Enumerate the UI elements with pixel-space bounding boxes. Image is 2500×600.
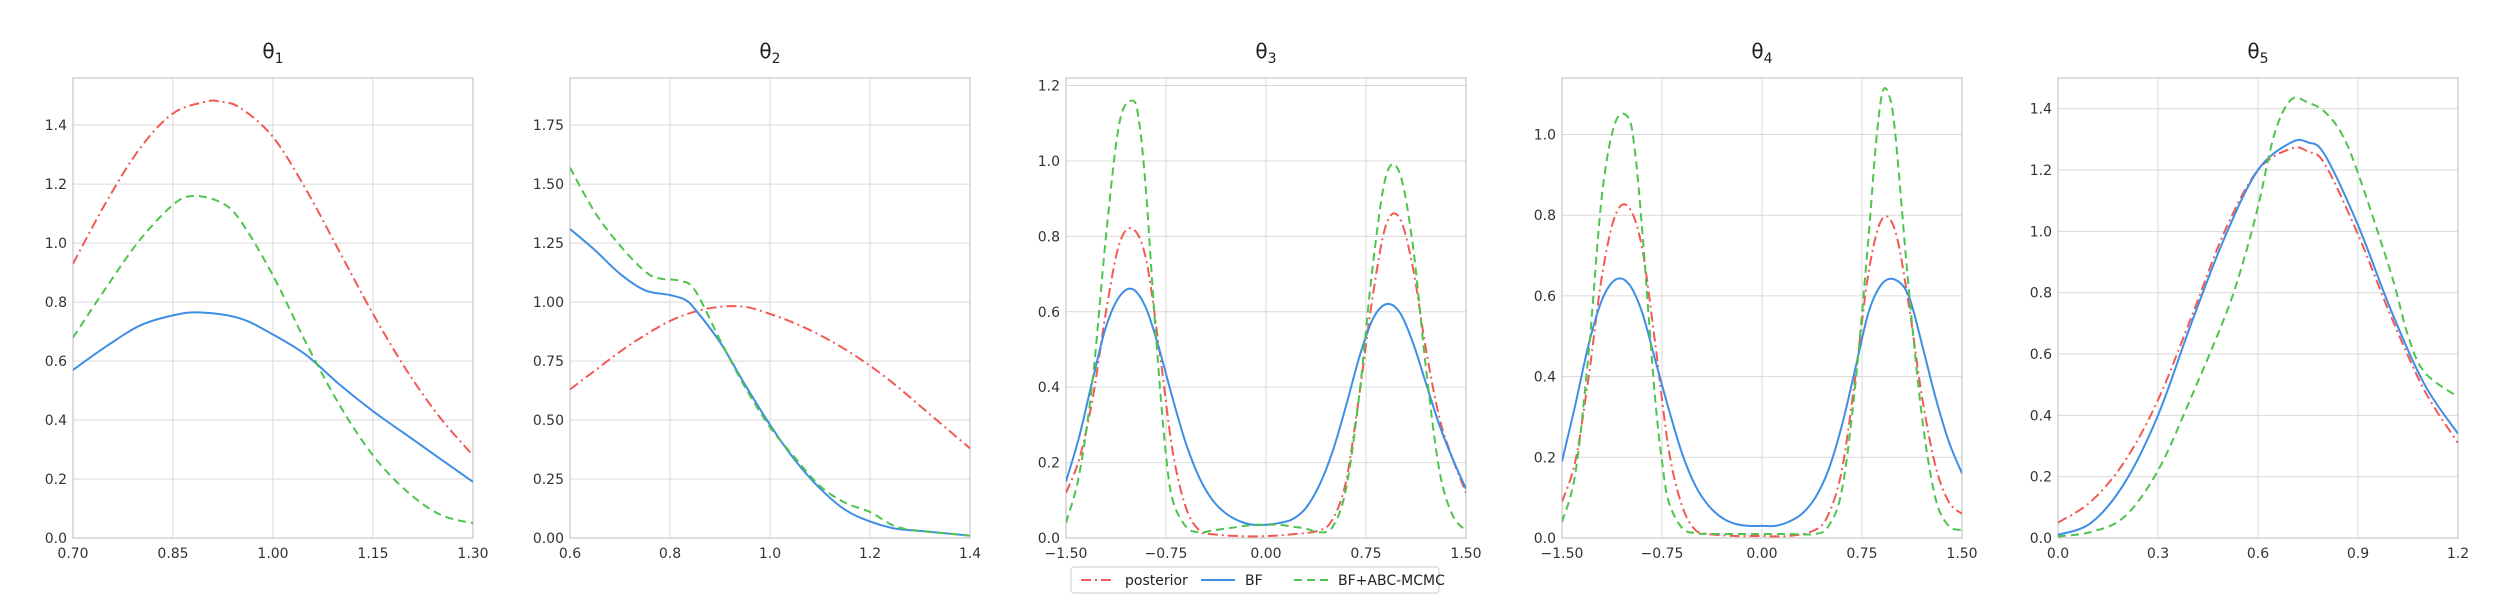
x-tick-label: 0.75 xyxy=(1350,546,1381,562)
series-line-bf xyxy=(1562,277,1962,528)
x-tick-label: 1.15 xyxy=(357,546,388,562)
y-tick-label: 1.0 xyxy=(1534,127,1556,143)
panel-title: θ5 xyxy=(2247,39,2268,67)
y-tick-label: 0.75 xyxy=(533,354,564,370)
y-tick-label: 0.8 xyxy=(1534,208,1556,224)
x-tick-label: −1.50 xyxy=(1045,546,1088,562)
y-tick-label: 0.0 xyxy=(1534,531,1556,547)
series-line-posterior xyxy=(2058,146,2458,524)
x-tick-label: 0.00 xyxy=(1746,546,1777,562)
series-line-bf-abc-mcmc xyxy=(1066,99,1466,534)
y-tick-label: 1.0 xyxy=(1038,154,1060,170)
y-tick-label: 0.4 xyxy=(1038,380,1060,396)
y-tick-label: 1.4 xyxy=(2030,102,2052,118)
y-tick-label: 1.0 xyxy=(2030,224,2052,240)
y-tick-label: 1.75 xyxy=(533,118,564,134)
y-tick-label: 0.0 xyxy=(45,531,67,547)
y-tick-label: 0.50 xyxy=(533,413,564,429)
panel-theta-4: −1.50 −0.75 0.00 0.75 1.50 0.0 0.2 0.4 0.6 0.8 1.0… xyxy=(1534,39,1978,562)
y-tick-label: 0.8 xyxy=(45,295,67,311)
panel-title: θ2 xyxy=(759,39,780,67)
y-tick-label: 0.0 xyxy=(2030,531,2052,547)
x-tick-label: 0.85 xyxy=(157,546,188,562)
x-tick-label: 0.75 xyxy=(1846,546,1877,562)
legend-label: posterior xyxy=(1125,573,1188,589)
series-line-bf xyxy=(73,311,473,483)
plot-frame xyxy=(72,77,474,539)
x-tick-label: 1.0 xyxy=(759,546,781,562)
series-line-bf-abc-mcmc xyxy=(1562,87,1962,536)
y-tick-label: 0.2 xyxy=(1038,456,1060,472)
series-line-bf xyxy=(2058,138,2458,536)
plot-frame xyxy=(1065,77,1467,539)
y-tick-label: 1.00 xyxy=(533,295,564,311)
y-tick-label: 0.4 xyxy=(2030,408,2052,424)
y-tick-label: 0.00 xyxy=(533,531,564,547)
x-tick-label: −0.75 xyxy=(1641,546,1684,562)
y-tick-label: 1.0 xyxy=(45,236,67,252)
x-tick-label: 1.2 xyxy=(2447,546,2469,562)
panel-title: θ3 xyxy=(1255,39,1276,67)
y-tick-label: 0.8 xyxy=(1038,229,1060,245)
y-tick-label: 0.4 xyxy=(1534,370,1556,386)
y-tick-label: 0.0 xyxy=(1038,531,1060,547)
x-tick-label: 1.2 xyxy=(859,546,881,562)
panel-title: θ4 xyxy=(1751,39,1772,67)
y-tick-label: 0.25 xyxy=(533,472,564,488)
panels: 0.70 0.85 1.00 1.15 1.30 0.0 0.2 0.4 0.6 0.8 1.0 1.… xyxy=(45,39,2469,562)
x-tick-label: 1.00 xyxy=(257,546,288,562)
legend-box xyxy=(1070,566,1440,594)
x-tick-label: −0.75 xyxy=(1145,546,1188,562)
x-tick-label: 1.50 xyxy=(1450,546,1481,562)
panel-title: θ1 xyxy=(262,39,283,67)
x-tick-label: 0.8 xyxy=(659,546,681,562)
y-tick-label: 0.8 xyxy=(2030,286,2052,302)
y-tick-label: 0.2 xyxy=(1534,450,1556,466)
y-tick-label: 0.6 xyxy=(1534,289,1556,305)
series-line-bf xyxy=(1066,287,1466,527)
panel-theta-1: 0.70 0.85 1.00 1.15 1.30 0.0 0.2 0.4 0.6 0.8 1.0 1.… xyxy=(45,39,489,562)
x-tick-label: 0.00 xyxy=(1250,546,1281,562)
series-line-posterior xyxy=(1066,212,1466,538)
plot-frame xyxy=(569,77,971,539)
legend: posterior BF BF+ABC-MCMC xyxy=(1070,566,1445,594)
y-tick-label: 1.4 xyxy=(45,118,67,134)
legend-label: BF xyxy=(1245,573,1263,589)
x-tick-label: 0.6 xyxy=(559,546,581,562)
series-line-posterior xyxy=(570,305,970,450)
x-tick-label: 0.9 xyxy=(2347,546,2369,562)
y-tick-label: 1.2 xyxy=(45,177,67,193)
x-tick-label: 0.70 xyxy=(57,546,88,562)
y-tick-label: 0.2 xyxy=(45,472,67,488)
panel-theta-3: −1.50 −0.75 0.00 0.75 1.50 0.0 0.2 0.4 0.6 0.8 1.0… xyxy=(1038,39,1482,562)
x-tick-label: 1.30 xyxy=(457,546,488,562)
y-tick-label: 1.50 xyxy=(533,177,564,193)
series-line-posterior xyxy=(73,99,473,457)
plot-frame xyxy=(2057,77,2459,539)
x-tick-label: 1.4 xyxy=(959,546,981,562)
series-line-bf xyxy=(570,228,970,537)
legend-label: BF+ABC-MCMC xyxy=(1338,573,1445,589)
y-tick-label: 0.6 xyxy=(2030,347,2052,363)
x-tick-label: 0.3 xyxy=(2147,546,2169,562)
y-tick-label: 0.6 xyxy=(1038,305,1060,321)
plot-frame xyxy=(1561,77,1963,539)
series-line-bf-abc-mcmc xyxy=(570,167,970,537)
y-tick-label: 0.2 xyxy=(2030,470,2052,486)
x-tick-label: 1.50 xyxy=(1946,546,1977,562)
y-tick-label: 0.6 xyxy=(45,354,67,370)
panel-theta-2: 0.6 0.8 1.0 1.2 1.4 0.00 0.25 0.50 0.75 1.00 1.25 1… xyxy=(533,39,981,562)
panel-theta-5: 0.0 0.3 0.6 0.9 1.2 0.0 0.2 0.4 0.6 0.8 1.0 1.2 1.4 θ… xyxy=(2030,39,2469,562)
y-tick-label: 0.4 xyxy=(45,413,67,429)
y-tick-label: 1.2 xyxy=(2030,163,2052,179)
series-line-posterior xyxy=(1562,203,1962,538)
x-tick-label: 0.6 xyxy=(2247,546,2269,562)
x-tick-label: −1.50 xyxy=(1541,546,1584,562)
y-tick-label: 1.25 xyxy=(533,236,564,252)
y-tick-label: 1.2 xyxy=(1038,79,1060,95)
x-tick-label: 0.0 xyxy=(2047,546,2069,562)
